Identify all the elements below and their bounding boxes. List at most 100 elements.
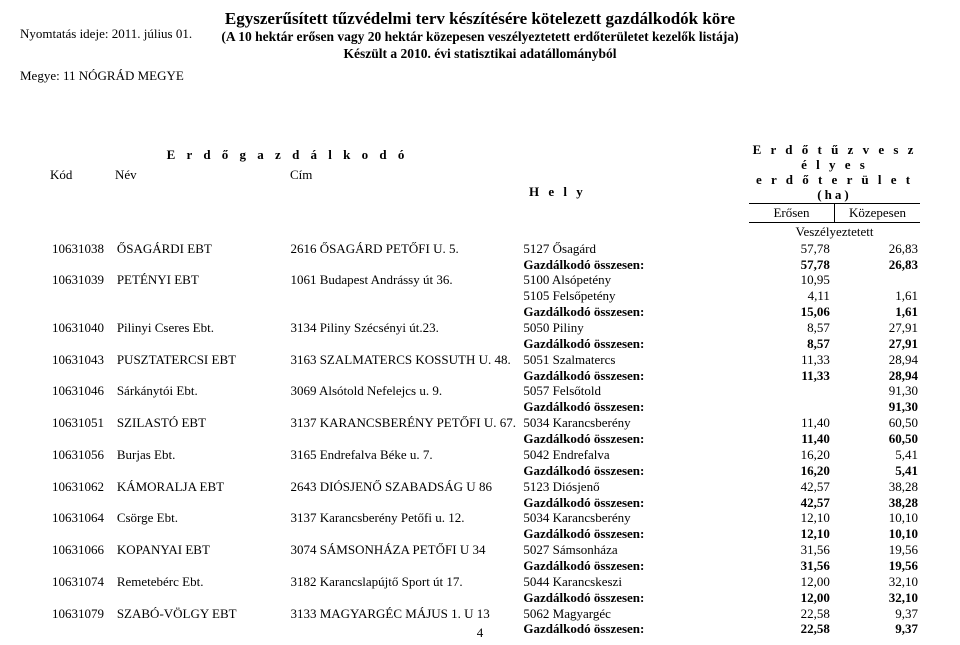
cell-v1	[739, 383, 832, 399]
table-row: 5105 Felsőpetény4,111,61	[50, 288, 920, 304]
cell-kod: 10631079	[50, 606, 115, 622]
summary-v2: 38,28	[832, 495, 920, 511]
summary-label: Gazdálkodó összesen:	[521, 431, 739, 447]
cell-kod: 10631039	[50, 272, 115, 288]
table-header: E r d ő g a z d á l k o d ó Kód Név Cím …	[50, 143, 920, 241]
header-hely: H e l y	[525, 143, 749, 241]
cell-cim: 3182 Karancslapújtő Sport út 17.	[288, 574, 521, 590]
summary-v2: 27,91	[832, 336, 920, 352]
header-right-title1: E r d ő t ű z v e s z é l y e s	[749, 143, 920, 173]
table-row: 10631040Pilinyi Cseres Ebt.3134 Piliny S…	[50, 320, 920, 336]
table-row: 10631064Csörge Ebt.3137 Karancsberény Pe…	[50, 510, 920, 526]
summary-v1: 42,57	[739, 495, 832, 511]
table-row: 10631062KÁMORALJA EBT2643 DIÓSJENŐ SZABA…	[50, 479, 920, 495]
summary-label: Gazdálkodó összesen:	[521, 399, 739, 415]
summary-label: Gazdálkodó összesen:	[521, 304, 739, 320]
cell-nev: KÁMORALJA EBT	[115, 479, 289, 495]
table-wrap: E r d ő g a z d á l k o d ó Kód Név Cím …	[20, 143, 940, 637]
summary-row: Gazdálkodó összesen:8,5727,91	[50, 336, 920, 352]
summary-row: Gazdálkodó összesen:91,30	[50, 399, 920, 415]
cell-kod: 10631056	[50, 447, 115, 463]
cell-nev: SZABÓ-VÖLGY EBT	[115, 606, 289, 622]
cell-v1: 57,78	[739, 241, 832, 257]
header-vesz: Veszélyeztetett	[749, 223, 920, 241]
summary-v1: 11,33	[739, 368, 832, 384]
summary-v1: 57,78	[739, 257, 832, 273]
page: Nyomtatás ideje: 2011. július 01. Megye:…	[0, 0, 960, 645]
cell-cim: 3163 SZALMATERCS KOSSUTH U. 48.	[288, 352, 521, 368]
cell-v1: 31,56	[739, 542, 832, 558]
cell-v2: 32,10	[832, 574, 920, 590]
summary-row: Gazdálkodó összesen:12,1010,10	[50, 526, 920, 542]
header-gazd: E r d ő g a z d á l k o d ó Kód Név Cím	[50, 143, 525, 241]
cell-kod: 10631051	[50, 415, 115, 431]
cell-hely: 5044 Karancskeszi	[521, 574, 739, 590]
cell-kod: 10631064	[50, 510, 115, 526]
cell-cim: 2643 DIÓSJENŐ SZABADSÁG U 86	[288, 479, 521, 495]
header-gazd-title: E r d ő g a z d á l k o d ó	[50, 147, 525, 167]
summary-v1	[739, 399, 832, 415]
cell-kod: 10631038	[50, 241, 115, 257]
cell-hely: 5042 Endrefalva	[521, 447, 739, 463]
summary-label: Gazdálkodó összesen:	[521, 590, 739, 606]
county-label: Megye: 11 NÓGRÁD MEGYE	[20, 68, 184, 84]
cell-hely: 5062 Magyargéc	[521, 606, 739, 622]
summary-label: Gazdálkodó összesen:	[521, 336, 739, 352]
cell-hely: 5105 Felsőpetény	[521, 288, 739, 304]
cell-cim: 1061 Budapest Andrássy út 36.	[288, 272, 521, 288]
cell-hely: 5057 Felsőtold	[521, 383, 739, 399]
summary-label: Gazdálkodó összesen:	[521, 257, 739, 273]
summary-row: Gazdálkodó összesen:11,4060,50	[50, 431, 920, 447]
cell-v1: 11,33	[739, 352, 832, 368]
print-date: Nyomtatás ideje: 2011. július 01.	[20, 26, 192, 42]
summary-v2: 5,41	[832, 463, 920, 479]
summary-row: Gazdálkodó összesen:42,5738,28	[50, 495, 920, 511]
summary-row: Gazdálkodó összesen:31,5619,56	[50, 558, 920, 574]
table-row: 10631038ŐSAGÁRDI EBT2616 ŐSAGÁRD PETŐFI …	[50, 241, 920, 257]
summary-label: Gazdálkodó összesen:	[521, 526, 739, 542]
cell-nev: Pilinyi Cseres Ebt.	[115, 320, 289, 336]
cell-v2: 19,56	[832, 542, 920, 558]
header-nev: Név	[115, 167, 290, 183]
summary-label: Gazdálkodó összesen:	[521, 463, 739, 479]
table-row: 10631039PETÉNYI EBT1061 Budapest Andráss…	[50, 272, 920, 288]
cell-cim: 3137 Karancsberény Petőfi u. 12.	[288, 510, 521, 526]
cell-v1: 22,58	[739, 606, 832, 622]
summary-v1: 8,57	[739, 336, 832, 352]
table-row: 10631079SZABÓ-VÖLGY EBT3133 MAGYARGÉC MÁ…	[50, 606, 920, 622]
cell-v1: 4,11	[739, 288, 832, 304]
cell-hely: 5100 Alsópetény	[521, 272, 739, 288]
cell-v1: 11,40	[739, 415, 832, 431]
summary-v1: 12,00	[739, 590, 832, 606]
cell-v2: 38,28	[832, 479, 920, 495]
cell-cim: 3134 Piliny Szécsényi út.23.	[288, 320, 521, 336]
cell-v2: 60,50	[832, 415, 920, 431]
cell-v2: 5,41	[832, 447, 920, 463]
cell-v1: 8,57	[739, 320, 832, 336]
cell-v2: 26,83	[832, 241, 920, 257]
cell-cim: 3069 Alsótold Nefelejcs u. 9.	[288, 383, 521, 399]
table-row: 10631074Remetebérc Ebt.3182 Karancslapúj…	[50, 574, 920, 590]
summary-v2: 32,10	[832, 590, 920, 606]
cell-hely: 5034 Karancsberény	[521, 415, 739, 431]
cell-hely: 5123 Diósjenő	[521, 479, 739, 495]
cell-v1: 10,95	[739, 272, 832, 288]
cell-kod: 10631062	[50, 479, 115, 495]
summary-row: Gazdálkodó összesen:15,061,61	[50, 304, 920, 320]
summary-row: Gazdálkodó összesen:16,205,41	[50, 463, 920, 479]
summary-v1: 31,56	[739, 558, 832, 574]
summary-v2: 19,56	[832, 558, 920, 574]
summary-label: Gazdálkodó összesen:	[521, 368, 739, 384]
title-made: Készült a 2010. évi statisztikai adatáll…	[20, 46, 940, 63]
summary-v2: 60,50	[832, 431, 920, 447]
cell-hely: 5027 Sámsonháza	[521, 542, 739, 558]
summary-row: Gazdálkodó összesen:57,7826,83	[50, 257, 920, 273]
table-row: 10631043PUSZTATERCSI EBT3163 SZALMATERCS…	[50, 352, 920, 368]
cell-v2: 91,30	[832, 383, 920, 399]
summary-row: Gazdálkodó összesen:11,3328,94	[50, 368, 920, 384]
summary-label: Gazdálkodó összesen:	[521, 558, 739, 574]
header-kozepesen: Közepesen	[835, 204, 920, 222]
cell-nev: Sárkánytói Ebt.	[115, 383, 289, 399]
summary-v1: 16,20	[739, 463, 832, 479]
cell-nev: Remetebérc Ebt.	[115, 574, 289, 590]
